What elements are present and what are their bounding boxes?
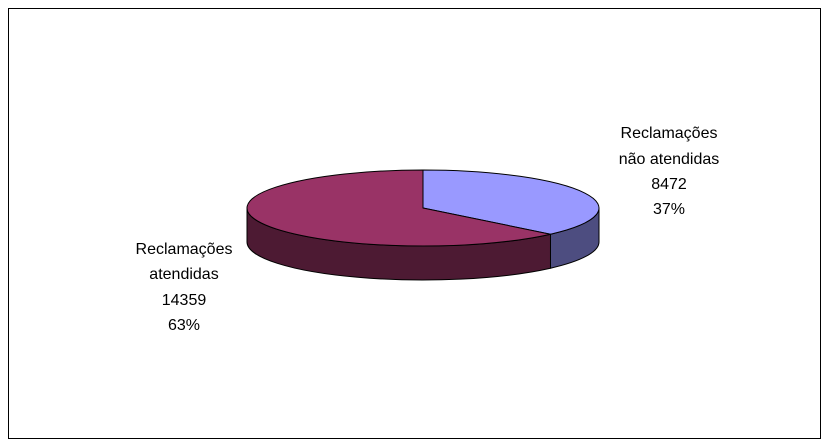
slice-label-line2-nao-atendidas: não atendidas [619, 151, 720, 168]
slice-value-nao-atendidas: 8472 [651, 176, 687, 193]
slice-label-line2-atendidas: atendidas [149, 266, 218, 283]
slice-label-line1-nao-atendidas: Reclamações [621, 125, 718, 142]
slice-percent-nao-atendidas: 37% [653, 201, 685, 218]
pie-sides [246, 207, 600, 281]
pie-tops [246, 169, 600, 247]
slice-percent-atendidas: 63% [168, 317, 200, 334]
slice-value-atendidas: 14359 [162, 292, 207, 309]
pie-labels: Reclamações não atendidas 8472 37% Recla… [136, 125, 720, 334]
slice-label-line1-atendidas: Reclamações [136, 241, 233, 258]
slice-0-top [422, 169, 600, 235]
slice-1-top [246, 169, 551, 247]
